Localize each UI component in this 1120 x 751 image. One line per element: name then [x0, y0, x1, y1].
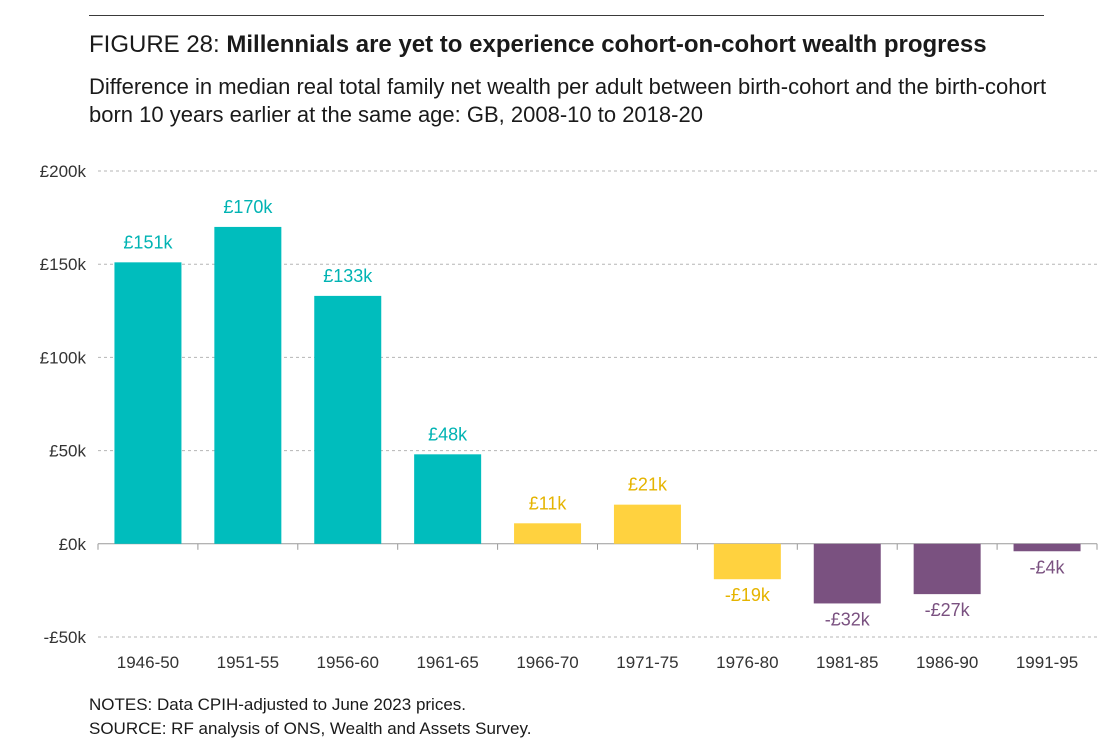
- bar-value-label: £21k: [628, 475, 668, 495]
- bar-value-label: -£32k: [825, 609, 871, 629]
- bar: [813, 543, 881, 604]
- y-tick-label: £150k: [40, 255, 87, 274]
- x-tick-label: 1986-90: [916, 653, 978, 672]
- bar-value-label: £170k: [223, 197, 273, 217]
- x-tick-label: 1956-60: [317, 653, 379, 672]
- y-tick-label: £0k: [59, 535, 87, 554]
- top-rule: [89, 15, 1044, 16]
- y-tick-label: -£50k: [43, 628, 86, 647]
- y-tick-label: £200k: [40, 162, 87, 181]
- bar-value-label: £133k: [323, 266, 373, 286]
- x-tick-label: 1961-65: [416, 653, 478, 672]
- axis-layer: -£50k £0k £50k £100k £150k £200k 1946-50 1951-5…: [40, 162, 1098, 672]
- y-tick-label: £100k: [40, 348, 87, 367]
- bar-value-label: £48k: [428, 424, 468, 444]
- bar: [613, 504, 681, 544]
- y-tick-label: £50k: [49, 442, 86, 461]
- grid-layer: [98, 170, 1097, 638]
- x-tick-label: 1981-85: [816, 653, 878, 672]
- notes-block: NOTES: Data CPIH-adjusted to June 2023 p…: [89, 693, 531, 741]
- figure-title: FIGURE 28: Millennials are yet to experi…: [89, 31, 987, 59]
- bar-value-label: -£19k: [725, 585, 771, 605]
- bar: [713, 543, 781, 580]
- bar-value-label: £11k: [529, 493, 568, 513]
- bar-value-label: -£4k: [1030, 557, 1066, 577]
- bar: [114, 262, 182, 544]
- notes-text: NOTES: Data CPIH-adjusted to June 2023 p…: [89, 695, 467, 714]
- x-tick-label: 1991-95: [1016, 653, 1078, 672]
- bar: [913, 543, 981, 595]
- figure-label: FIGURE 28:: [89, 31, 220, 58]
- bar: [514, 523, 582, 544]
- bar: [214, 226, 282, 544]
- label-layer: £151k £170k £133k £48k £11k £21k -£19k -£32k -£2…: [123, 197, 1065, 630]
- bar: [414, 454, 482, 544]
- x-tick-label: 1966-70: [516, 653, 578, 672]
- x-tick-label: 1971-75: [616, 653, 678, 672]
- x-tick-label: 1951-55: [217, 653, 279, 672]
- x-tick-label: 1976-80: [716, 653, 778, 672]
- bar-layer: [114, 226, 1081, 604]
- figure-subtitle: Difference in median real total family n…: [89, 74, 1047, 127]
- source-text: SOURCE: RF analysis of ONS, Wealth and A…: [89, 719, 532, 738]
- bar: [1013, 543, 1081, 552]
- figure-main-title: Millennials are yet to experience cohort…: [226, 31, 987, 58]
- bar-value-label: -£27k: [925, 600, 971, 620]
- bar-value-label: £151k: [123, 232, 173, 252]
- bar: [314, 295, 382, 544]
- x-tick-label: 1946-50: [117, 653, 179, 672]
